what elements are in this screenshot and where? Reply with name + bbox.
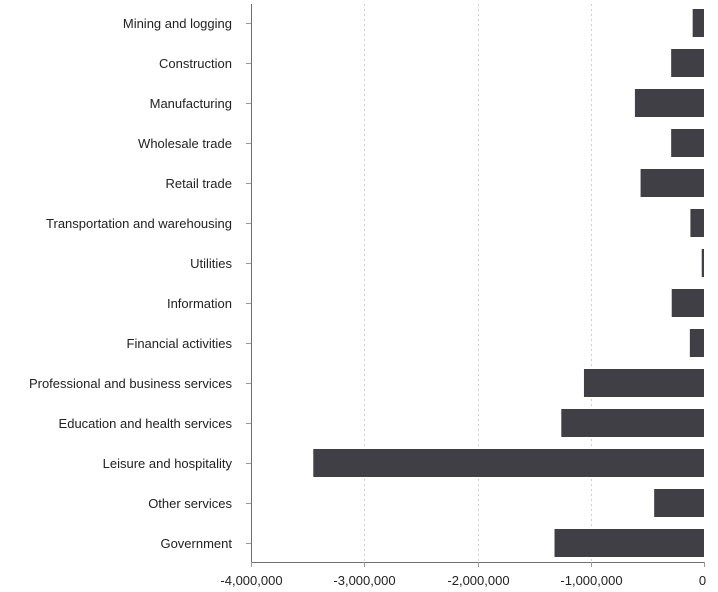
category-label: Professional and business services [29,376,233,391]
category-label: Mining and logging [123,16,232,31]
category-label: Retail trade [166,176,232,191]
category-label: Information [167,296,232,311]
bar [701,249,704,277]
bar [689,329,704,357]
x-tick-labels: -4,000,000 -3,000,000 -2,000,000 -1,000,000… [220,562,706,588]
bar [634,89,704,117]
x-tick-label: -4,000,000 [220,573,282,588]
category-label: Other services [148,496,232,511]
x-tick-label: -1,000,000 [560,573,622,588]
bar [671,129,704,157]
bar [554,529,704,557]
category-label: Leisure and hospitality [103,456,233,471]
category-label: Manufacturing [150,96,232,111]
category-label: Wholesale trade [138,136,232,151]
bar [583,369,704,397]
bar [692,9,704,37]
category-label: Transportation and warehousing [46,216,232,231]
x-tick-label: 0 [699,573,706,588]
bar [671,49,704,77]
x-tick-label: -2,000,000 [447,573,509,588]
bar [690,209,704,237]
category-label: Financial activities [127,336,233,351]
bar [561,409,704,437]
category-label: Utilities [190,256,232,271]
x-tick-label: -3,000,000 [333,573,395,588]
category-label: Government [160,536,232,551]
bar [313,449,704,477]
bar [640,169,704,197]
gridlines [364,4,592,562]
category-label: Construction [159,56,232,71]
category-labels: Mining and logging Construction Manufactur… [29,16,251,551]
bar [671,289,704,317]
category-label: Education and health services [59,416,233,431]
bar [654,489,704,517]
bars [313,9,704,557]
axes [251,4,704,563]
